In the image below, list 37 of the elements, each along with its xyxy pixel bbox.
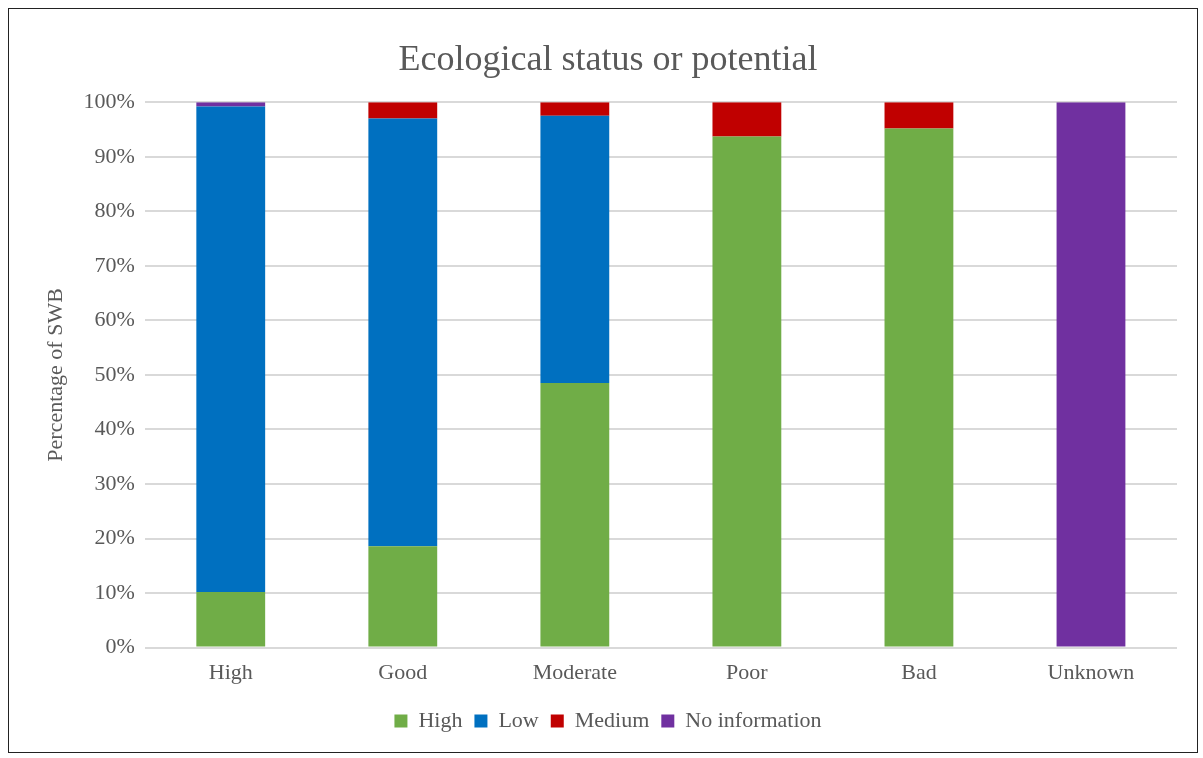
- y-axis-title: Percentage of SWB: [41, 288, 67, 462]
- x-tick-label: Good: [378, 658, 428, 684]
- bar: [540, 115, 610, 384]
- y-tick-label: 100%: [83, 87, 135, 113]
- bar: [1056, 102, 1126, 647]
- bar: [196, 591, 266, 647]
- legend-label: No information: [685, 706, 822, 732]
- bar: [368, 546, 438, 647]
- bar: [196, 102, 266, 107]
- bar: [540, 102, 610, 116]
- bar: [368, 118, 438, 547]
- legend-label: Medium: [574, 706, 650, 732]
- x-tick-label: Unknown: [1047, 658, 1135, 684]
- chart-title: Ecological status or potential: [398, 38, 818, 79]
- x-tick-label: Bad: [901, 658, 937, 684]
- y-tick-label: 80%: [94, 197, 135, 223]
- y-tick-label: 90%: [94, 142, 135, 168]
- x-tick-label: High: [208, 658, 253, 684]
- y-tick-label: 40%: [94, 415, 135, 441]
- y-tick-label: 0%: [105, 633, 135, 659]
- bar: [884, 128, 954, 647]
- bar: [540, 383, 610, 647]
- bar: [196, 106, 266, 592]
- bar: [884, 102, 954, 129]
- bar: [368, 102, 438, 119]
- x-tick-label: Poor: [726, 658, 769, 684]
- y-tick-label: 60%: [94, 306, 135, 332]
- bar: [712, 102, 782, 137]
- bar: [712, 136, 782, 647]
- y-tick-label: 70%: [94, 251, 135, 277]
- y-tick-label: 50%: [94, 360, 135, 386]
- legend-label: High: [418, 706, 463, 732]
- y-tick-label: 20%: [94, 524, 135, 550]
- legend-label: Low: [498, 706, 539, 732]
- x-tick-label: Moderate: [532, 658, 617, 684]
- y-tick-label: 10%: [94, 578, 135, 604]
- y-tick-label: 30%: [94, 469, 135, 495]
